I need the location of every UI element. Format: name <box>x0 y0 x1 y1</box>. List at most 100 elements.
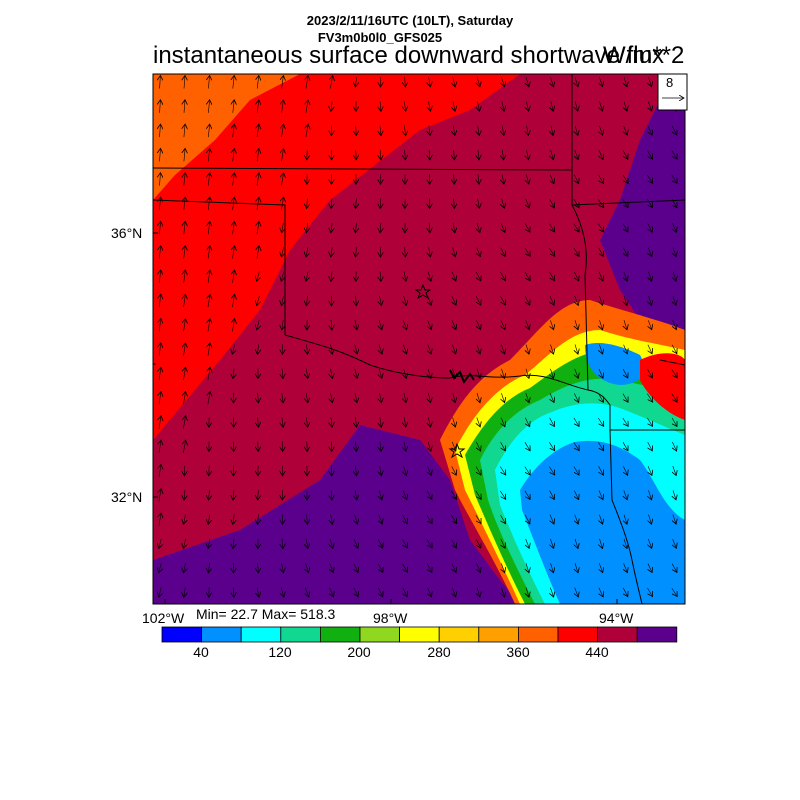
wind-arrow <box>281 587 284 598</box>
wind-arrow <box>599 490 603 500</box>
wind-arrow <box>403 320 406 329</box>
wind-arrow <box>550 174 554 184</box>
wind-arrow <box>477 587 480 598</box>
wind-arrow <box>649 295 652 306</box>
wind-arrow <box>599 587 603 597</box>
plot-frame <box>152 73 686 605</box>
wind-arrow <box>623 150 628 160</box>
wind-arrow <box>306 247 308 257</box>
wind-arrow <box>598 174 604 184</box>
wind-arrow <box>573 417 579 427</box>
wind-arrow <box>380 271 381 281</box>
wind-arrow <box>306 392 308 403</box>
wind-arrow <box>624 563 628 572</box>
wind-arrow <box>550 393 554 402</box>
wind-arrow <box>476 296 481 305</box>
wind-arrow <box>379 320 382 330</box>
wind-arrow <box>599 150 603 159</box>
wind-arrow <box>477 393 480 403</box>
wind-arrow <box>428 368 431 379</box>
wind-arrow <box>356 125 357 136</box>
wind-arrow <box>404 392 406 403</box>
wind-arrow <box>573 247 579 257</box>
wind-arrow <box>379 490 382 500</box>
wind-arrow <box>673 271 676 282</box>
wind-arrow <box>647 587 653 597</box>
wind-arrow <box>233 124 235 138</box>
wind-arrow <box>673 320 677 329</box>
wind-arrow <box>330 563 334 572</box>
wind-arrow <box>551 150 554 160</box>
wind-arrow <box>452 296 456 305</box>
wind-arrow <box>282 538 283 549</box>
wind-arrow <box>599 295 602 305</box>
wind-arrow <box>233 490 234 500</box>
wind-arrow <box>502 149 503 160</box>
wind-arrow <box>649 77 652 87</box>
wind-arrow <box>549 198 555 208</box>
wind-arrow <box>159 343 161 356</box>
wind-arrow <box>673 514 676 524</box>
main-title: instantaneous surface downward shortwave… <box>153 42 664 69</box>
wind-arrow <box>159 294 161 308</box>
wind-arrow <box>331 319 332 330</box>
wind-arrow <box>672 223 676 232</box>
wind-arrow <box>648 101 651 111</box>
colorbar-box <box>359 626 400 643</box>
wind-arrow <box>159 392 161 405</box>
wind-arrow <box>331 417 332 427</box>
wind-arrow <box>184 514 186 525</box>
wind-arrow <box>500 514 506 524</box>
wind-arrow <box>232 294 234 308</box>
wind-arrow <box>208 197 210 211</box>
wind-arrow <box>355 320 357 330</box>
wind-arrow <box>184 173 185 186</box>
wind-arrow <box>598 247 604 257</box>
wind-arrow <box>331 441 332 452</box>
wind-arrow <box>404 125 405 136</box>
wind-arrow <box>648 320 651 329</box>
vector-reference-label: 8 <box>666 75 674 90</box>
wind-arrow <box>183 538 185 549</box>
wind-arrow <box>428 320 432 329</box>
wind-arrow <box>624 538 627 549</box>
wind-arrow <box>599 125 602 135</box>
wind-arrow <box>405 247 406 257</box>
wind-arrow <box>526 344 529 355</box>
wind-arrow <box>159 246 160 259</box>
wind-arrow <box>575 77 578 87</box>
wind-arrow <box>380 222 381 233</box>
wind-arrow <box>550 587 553 597</box>
wind-arrow <box>208 392 210 405</box>
wind-arrow <box>257 197 259 210</box>
wind-arrow <box>648 344 652 354</box>
wind-arrow <box>550 368 553 378</box>
wind-arrow <box>379 368 382 379</box>
wind-arrow <box>671 174 677 183</box>
wind-arrow <box>184 294 186 308</box>
wind-arrow <box>159 587 161 597</box>
wind-arrow <box>598 199 603 207</box>
wind-arrow <box>575 587 579 597</box>
wind-arrow <box>281 247 283 257</box>
wind-arrow <box>354 538 358 548</box>
wind-arrow <box>208 270 210 283</box>
wind-arrow <box>624 490 627 499</box>
wind-arrow <box>257 295 260 306</box>
wind-arrow <box>599 344 602 354</box>
wind-arrow <box>377 563 383 573</box>
wind-arrow <box>305 587 309 597</box>
wind-arrow <box>331 101 332 111</box>
wind-arrow <box>330 368 332 379</box>
wind-arrow <box>380 149 381 160</box>
wind-arrow <box>306 100 308 113</box>
wind-arrow <box>501 223 505 232</box>
wind-arrow <box>184 392 186 405</box>
wind-arrow <box>404 295 407 306</box>
wind-arrow <box>402 514 408 524</box>
wind-arrow <box>208 173 210 186</box>
wind-arrow <box>647 369 653 378</box>
wind-arrow <box>354 563 358 573</box>
wind-arrow <box>257 221 259 235</box>
wind-arrow <box>624 295 627 306</box>
